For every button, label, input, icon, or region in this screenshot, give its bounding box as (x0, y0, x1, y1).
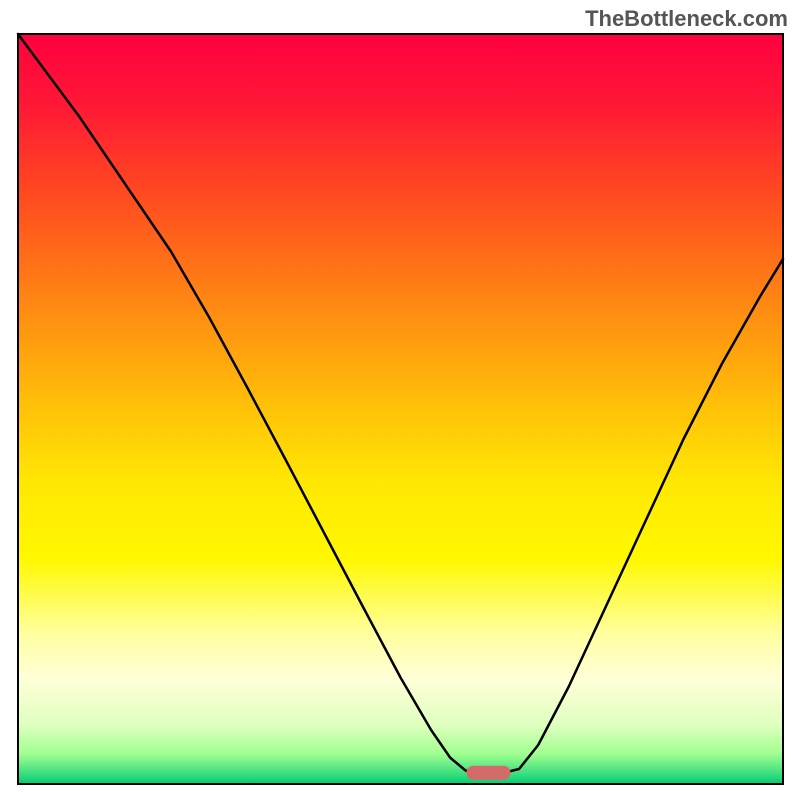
chart-container: TheBottleneck.com (0, 0, 800, 800)
chart-svg (0, 0, 800, 800)
watermark-text: TheBottleneck.com (585, 6, 788, 32)
gradient-background (18, 34, 783, 784)
optimal-marker (466, 766, 510, 780)
